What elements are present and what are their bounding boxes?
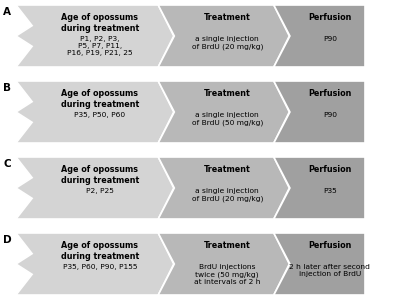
Text: C: C <box>3 159 11 169</box>
Text: P90: P90 <box>323 36 337 42</box>
Polygon shape <box>274 233 365 295</box>
Text: Treatment: Treatment <box>204 165 251 174</box>
Polygon shape <box>16 81 174 143</box>
Text: P35: P35 <box>323 188 337 194</box>
Text: a single injection
of BrdU (20 mg/kg): a single injection of BrdU (20 mg/kg) <box>192 36 263 50</box>
Polygon shape <box>16 233 174 295</box>
Polygon shape <box>274 81 365 143</box>
Text: Age of opossums
during treatment: Age of opossums during treatment <box>61 241 139 261</box>
Text: a single injection
of BrdU (20 mg/kg): a single injection of BrdU (20 mg/kg) <box>192 188 263 202</box>
Text: P90: P90 <box>323 112 337 118</box>
Polygon shape <box>158 5 289 67</box>
Text: Treatment: Treatment <box>204 89 251 98</box>
Text: D: D <box>3 235 12 245</box>
Text: P2, P25: P2, P25 <box>86 188 114 194</box>
Polygon shape <box>158 157 289 219</box>
Text: Age of opossums
during treatment: Age of opossums during treatment <box>61 165 139 185</box>
Text: P35, P60, P90, P155: P35, P60, P90, P155 <box>63 264 137 270</box>
Polygon shape <box>16 5 174 67</box>
Text: Age of opossums
during treatment: Age of opossums during treatment <box>61 13 139 33</box>
Text: Perfusion: Perfusion <box>308 13 352 22</box>
Polygon shape <box>158 81 289 143</box>
Text: Age of opossums
during treatment: Age of opossums during treatment <box>61 89 139 109</box>
Text: Perfusion: Perfusion <box>308 241 352 250</box>
Polygon shape <box>16 157 174 219</box>
Text: B: B <box>3 83 11 93</box>
Text: Perfusion: Perfusion <box>308 165 352 174</box>
Polygon shape <box>274 157 365 219</box>
Text: Perfusion: Perfusion <box>308 89 352 98</box>
Text: a single injection
of BrdU (50 mg/kg): a single injection of BrdU (50 mg/kg) <box>192 112 263 126</box>
Text: P35, P50, P60: P35, P50, P60 <box>74 112 126 118</box>
Text: 2 h later after second
injection of BrdU: 2 h later after second injection of BrdU <box>290 264 370 277</box>
Polygon shape <box>274 5 365 67</box>
Polygon shape <box>158 233 289 295</box>
Text: P1, P2, P3,
P5, P7, P11,
P16, P19, P21, 25: P1, P2, P3, P5, P7, P11, P16, P19, P21, … <box>67 36 133 57</box>
Text: BrdU injections
twice (50 mg/kg)
at intervals of 2 h: BrdU injections twice (50 mg/kg) at inte… <box>194 264 260 285</box>
Text: Treatment: Treatment <box>204 13 251 22</box>
Text: A: A <box>3 7 11 17</box>
Text: Treatment: Treatment <box>204 241 251 250</box>
